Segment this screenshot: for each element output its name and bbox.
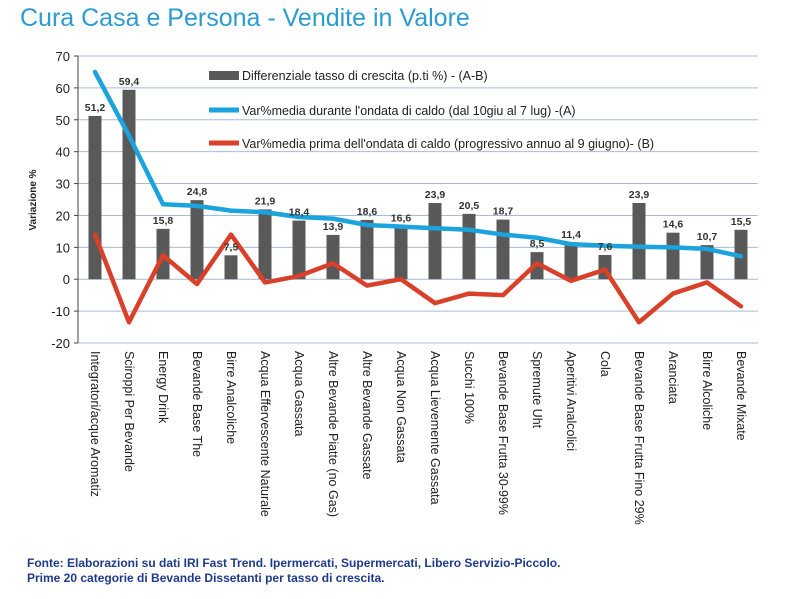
legend-label-line-a: Var%media durante l'ondata di caldo (dal… xyxy=(242,104,576,118)
bar xyxy=(122,89,136,280)
bar-data-label: 10,7 xyxy=(697,231,718,243)
x-tick-label: Bevande Mixate xyxy=(734,351,748,441)
bar-data-label: 59,4 xyxy=(119,76,140,88)
bar-data-label: 16,6 xyxy=(391,212,412,224)
bar-data-label: 18,6 xyxy=(357,206,378,218)
bar xyxy=(666,232,680,280)
bar xyxy=(700,245,714,280)
x-tick-label: Succhi 100% xyxy=(462,351,476,424)
source-line-1: Fonte: Elaborazioni su dati IRI Fast Tre… xyxy=(27,556,561,570)
bar xyxy=(632,203,646,280)
x-tick-label: Acqua Non Gassata xyxy=(394,351,408,463)
x-tick-label: Cola xyxy=(598,351,612,377)
y-tick-label: -10 xyxy=(51,304,70,319)
y-tick-labels: -20 -10 0 10 20 30 40 50 60 70 xyxy=(51,49,70,351)
chart: 51,2 59,4 15,8 24,8 7,5 21,9 18,4 13,9 18,6 16,6 2… xyxy=(28,49,758,525)
page-title: Cura Casa e Persona - Vendite in Valore xyxy=(20,4,470,32)
x-tick-label: Altre Bevande Piatte (no Gas) xyxy=(326,351,340,517)
y-axis-label: Variazione % xyxy=(28,169,39,230)
bar xyxy=(496,219,510,280)
bar-data-label: 51,2 xyxy=(85,102,106,114)
line-b xyxy=(92,232,744,325)
x-tick-label: Aranciata xyxy=(666,351,680,404)
line-a xyxy=(92,69,744,259)
bar-data-label: 14,6 xyxy=(663,219,684,231)
bar-data-label: 18,4 xyxy=(289,207,310,219)
legend-label-bar: Differenziale tasso di crescita (p.ti %)… xyxy=(242,69,488,83)
x-tick-label: Aperitivi Analcolici xyxy=(564,351,578,451)
x-tick-label: Bevande Base Frutta 30-99% xyxy=(496,351,510,515)
bar xyxy=(564,242,578,280)
y-tick-label: 10 xyxy=(56,240,70,255)
x-tick-label: Integratori/acque Aromatiz xyxy=(88,351,102,497)
bar xyxy=(224,255,238,280)
bar-data-label: 23,9 xyxy=(629,189,650,201)
bar-data-label: 21,9 xyxy=(255,195,276,207)
x-tick-label: Energy Drink xyxy=(156,351,170,424)
x-tick-label: Sciroppi Per Bevande xyxy=(122,351,136,472)
y-tick-label: 30 xyxy=(56,177,70,192)
y-tick-label: 0 xyxy=(63,272,70,287)
y-tick-label: 20 xyxy=(56,208,70,223)
x-tick-label: Spremute Uht xyxy=(530,351,544,429)
bar xyxy=(462,213,476,280)
line-series xyxy=(92,69,744,325)
y-tick-label: 60 xyxy=(56,81,70,96)
x-tick-label: Acqua Lievemente Gassata xyxy=(428,351,442,505)
y-tick-label: -20 xyxy=(51,336,70,351)
bar-data-label: 11,4 xyxy=(561,229,581,241)
legend-swatch-bar xyxy=(209,71,239,80)
x-tick-label: Acqua Gassata xyxy=(292,351,306,437)
bar-data-label: 13,9 xyxy=(323,221,344,233)
bar xyxy=(428,203,442,280)
bar-data-label: 15,5 xyxy=(731,216,752,228)
bar xyxy=(258,209,272,280)
bar xyxy=(88,115,102,280)
source-note: Fonte: Elaborazioni su dati IRI Fast Tre… xyxy=(27,556,560,586)
bar-data-label: 24,8 xyxy=(187,186,208,198)
x-tick-label: Birre Alcoliche xyxy=(700,351,714,430)
legend: Differenziale tasso di crescita (p.ti %)… xyxy=(209,69,654,151)
grid-lines xyxy=(78,55,758,344)
x-tick-label: Birre Analcoliche xyxy=(224,351,238,444)
bar-data-label: 23,9 xyxy=(425,189,446,201)
bar-data-label: 7,6 xyxy=(598,241,613,253)
bar xyxy=(360,219,374,280)
bar-data-label: 18,7 xyxy=(493,206,514,218)
bar-data-label: 7,5 xyxy=(224,241,239,253)
axes xyxy=(74,55,79,344)
x-tick-label: Acqua Effervescente Naturale xyxy=(258,351,272,517)
x-tick-label: Bevande Base Frutta Fino 29% xyxy=(632,351,646,525)
y-tick-label: 70 xyxy=(56,49,70,64)
legend-label-line-b: Var%media prima dell'ondata di caldo (pr… xyxy=(242,137,654,151)
bar-data-label: 20,5 xyxy=(459,200,480,212)
y-tick-label: 50 xyxy=(56,113,70,128)
data-labels: 51,2 59,4 15,8 24,8 7,5 21,9 18,4 13,9 18,6 16,6 2… xyxy=(85,76,752,254)
y-tick-label: 40 xyxy=(56,145,70,160)
bar-data-label: 15,8 xyxy=(153,215,174,227)
bar xyxy=(292,220,306,280)
x-tick-label: Altre Bevande Gassate xyxy=(360,351,374,480)
bar-series xyxy=(88,89,748,280)
bar-data-label: 8,5 xyxy=(530,238,545,250)
x-tick-label: Bevande Base The xyxy=(190,351,204,457)
x-tick-labels: Integratori/acque Aromatiz Sciroppi Per B… xyxy=(88,351,748,525)
bar xyxy=(190,200,204,280)
bar xyxy=(394,226,408,280)
source-line-2: Prime 20 categorie di Bevande Dissetanti… xyxy=(27,571,385,585)
bar xyxy=(326,234,340,280)
